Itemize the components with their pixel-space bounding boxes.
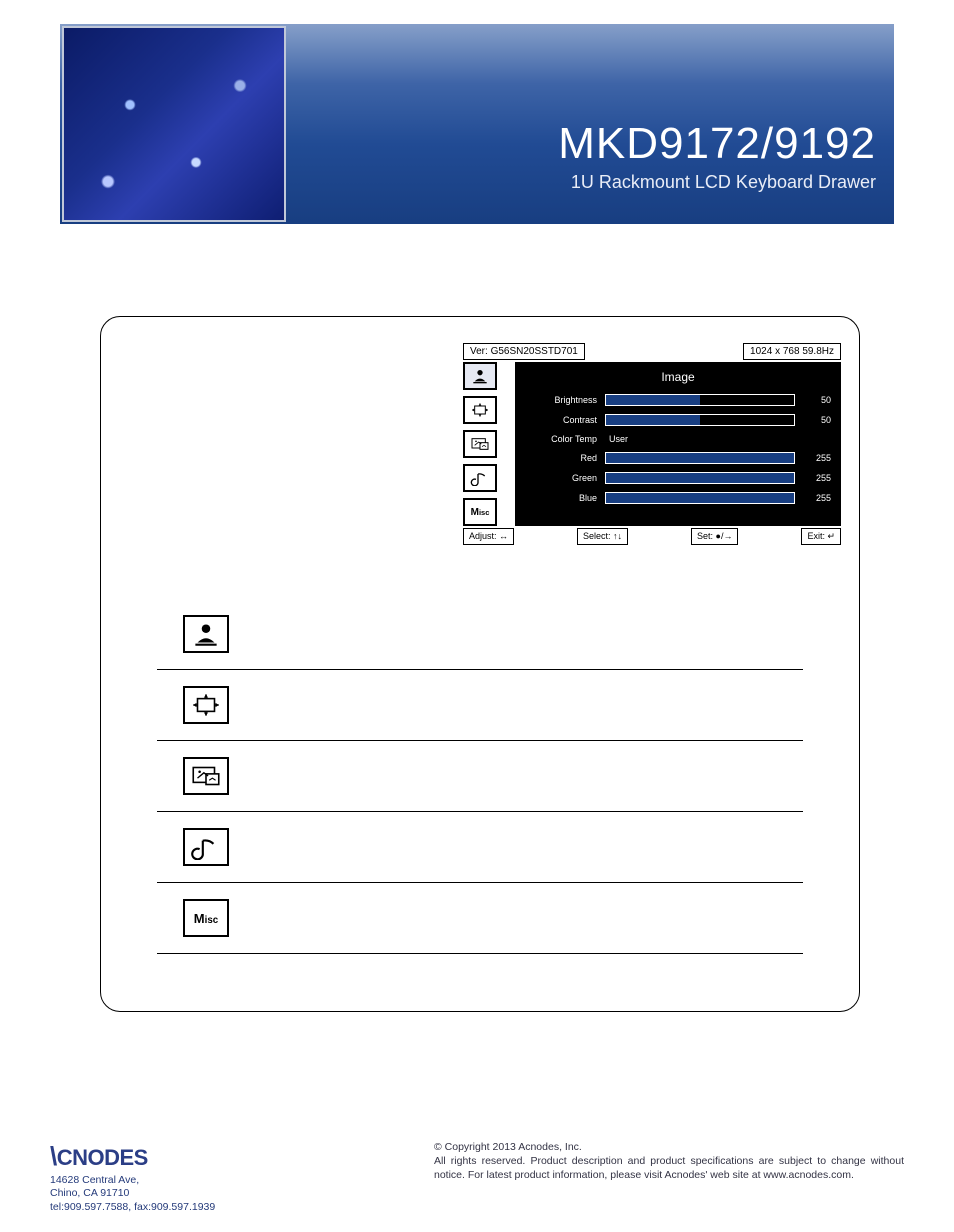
- osd-panel: Ver: G56SN20SSTD701 1024 x 768 59.8Hz Mi…: [463, 343, 841, 545]
- brand-text: CNODES: [57, 1145, 148, 1170]
- osd-top-bar: Ver: G56SN20SSTD701 1024 x 768 59.8Hz: [463, 343, 841, 360]
- footer-legal: All rights reserved. Product description…: [434, 1154, 904, 1182]
- header-banner: MKD9172/9192 1U Rackmount LCD Keyboard D…: [60, 24, 894, 224]
- iconlist-row-pip: [157, 741, 803, 812]
- osd-row-value: 255: [803, 453, 831, 463]
- iconlist-row-audio: [157, 812, 803, 883]
- pip-icon[interactable]: [463, 430, 497, 458]
- osd-section-title: Image: [525, 370, 831, 384]
- footer-copyright: © Copyright 2013 Acnodes, Inc.: [434, 1140, 904, 1154]
- osd-hint-select: Select: ↑↓: [577, 528, 628, 545]
- osd-row-label: Contrast: [525, 415, 597, 425]
- osd-row-value: 255: [803, 473, 831, 483]
- osd-rows: Brightness 50 Contrast 50 Color Temp User Red 2…: [525, 394, 831, 504]
- misc-icon[interactable]: Misc: [183, 899, 229, 937]
- icon-list: Misc: [157, 599, 803, 954]
- footer-left: \CNODES 14628 Central Ave, Chino, CA 917…: [50, 1140, 215, 1215]
- osd-row-color-temp: Color Temp User: [525, 434, 831, 444]
- product-title: MKD9172/9192: [558, 122, 876, 166]
- osd-row-contrast: Contrast 50: [525, 414, 831, 426]
- brand-logo: \CNODES: [50, 1140, 215, 1174]
- osd-tabs: Misc: [463, 362, 515, 526]
- product-subtitle: 1U Rackmount LCD Keyboard Drawer: [558, 172, 876, 193]
- audio-icon[interactable]: [183, 828, 229, 866]
- osd-body: Misc Image Brightness 50 Contrast 50 Color T…: [463, 362, 841, 526]
- osd-slider[interactable]: [605, 414, 795, 426]
- osd-row-red: Red 255: [525, 452, 831, 464]
- osd-resolution: 1024 x 768 59.8Hz: [743, 343, 841, 360]
- osd-hint-set: Set: ●/→: [691, 528, 738, 545]
- misc-icon[interactable]: Misc: [463, 498, 497, 526]
- osd-slider[interactable]: [605, 394, 795, 406]
- osd-main: Image Brightness 50 Contrast 50 Color Temp Us…: [515, 362, 841, 526]
- header-photo: [64, 28, 284, 220]
- osd-hint-bar: Adjust: ↔ Select: ↑↓ Set: ●/→ Exit: ↵: [463, 528, 841, 545]
- content-card: Ver: G56SN20SSTD701 1024 x 768 59.8Hz Mi…: [100, 316, 860, 1012]
- osd-row-text: User: [609, 434, 628, 444]
- geometry-icon[interactable]: [183, 686, 229, 724]
- osd-slider[interactable]: [605, 472, 795, 484]
- osd-row-blue: Blue 255: [525, 492, 831, 504]
- image-icon[interactable]: [463, 362, 497, 390]
- iconlist-row-image: [157, 599, 803, 670]
- footer-addr1: 14628 Central Ave,: [50, 1174, 215, 1188]
- osd-hint-exit: Exit: ↵: [801, 528, 841, 545]
- iconlist-row-geometry: [157, 670, 803, 741]
- osd-row-green: Green 255: [525, 472, 831, 484]
- osd-hint-adjust: Adjust: ↔: [463, 528, 514, 545]
- geometry-icon[interactable]: [463, 396, 497, 424]
- osd-row-label: Color Temp: [525, 434, 597, 444]
- page: MKD9172/9192 1U Rackmount LCD Keyboard D…: [0, 0, 954, 1232]
- image-icon[interactable]: [183, 615, 229, 653]
- osd-row-label: Red: [525, 453, 597, 463]
- footer-addr3: tel:909.597.7588, fax:909.597.1939: [50, 1201, 215, 1215]
- header-text: MKD9172/9192 1U Rackmount LCD Keyboard D…: [558, 122, 876, 193]
- footer-right: © Copyright 2013 Acnodes, Inc. All right…: [434, 1140, 904, 1215]
- osd-row-value: 255: [803, 493, 831, 503]
- osd-version: Ver: G56SN20SSTD701: [463, 343, 585, 360]
- osd-row-label: Brightness: [525, 395, 597, 405]
- osd-row-value: 50: [803, 415, 831, 425]
- osd-slider[interactable]: [605, 492, 795, 504]
- osd-row-label: Green: [525, 473, 597, 483]
- pip-icon[interactable]: [183, 757, 229, 795]
- osd-slider[interactable]: [605, 452, 795, 464]
- audio-icon[interactable]: [463, 464, 497, 492]
- osd-row-label: Blue: [525, 493, 597, 503]
- osd-row-value: 50: [803, 395, 831, 405]
- page-footer: \CNODES 14628 Central Ave, Chino, CA 917…: [50, 1140, 904, 1215]
- iconlist-row-misc: Misc: [157, 883, 803, 954]
- osd-row-brightness: Brightness 50: [525, 394, 831, 406]
- footer-addr2: Chino, CA 91710: [50, 1187, 215, 1201]
